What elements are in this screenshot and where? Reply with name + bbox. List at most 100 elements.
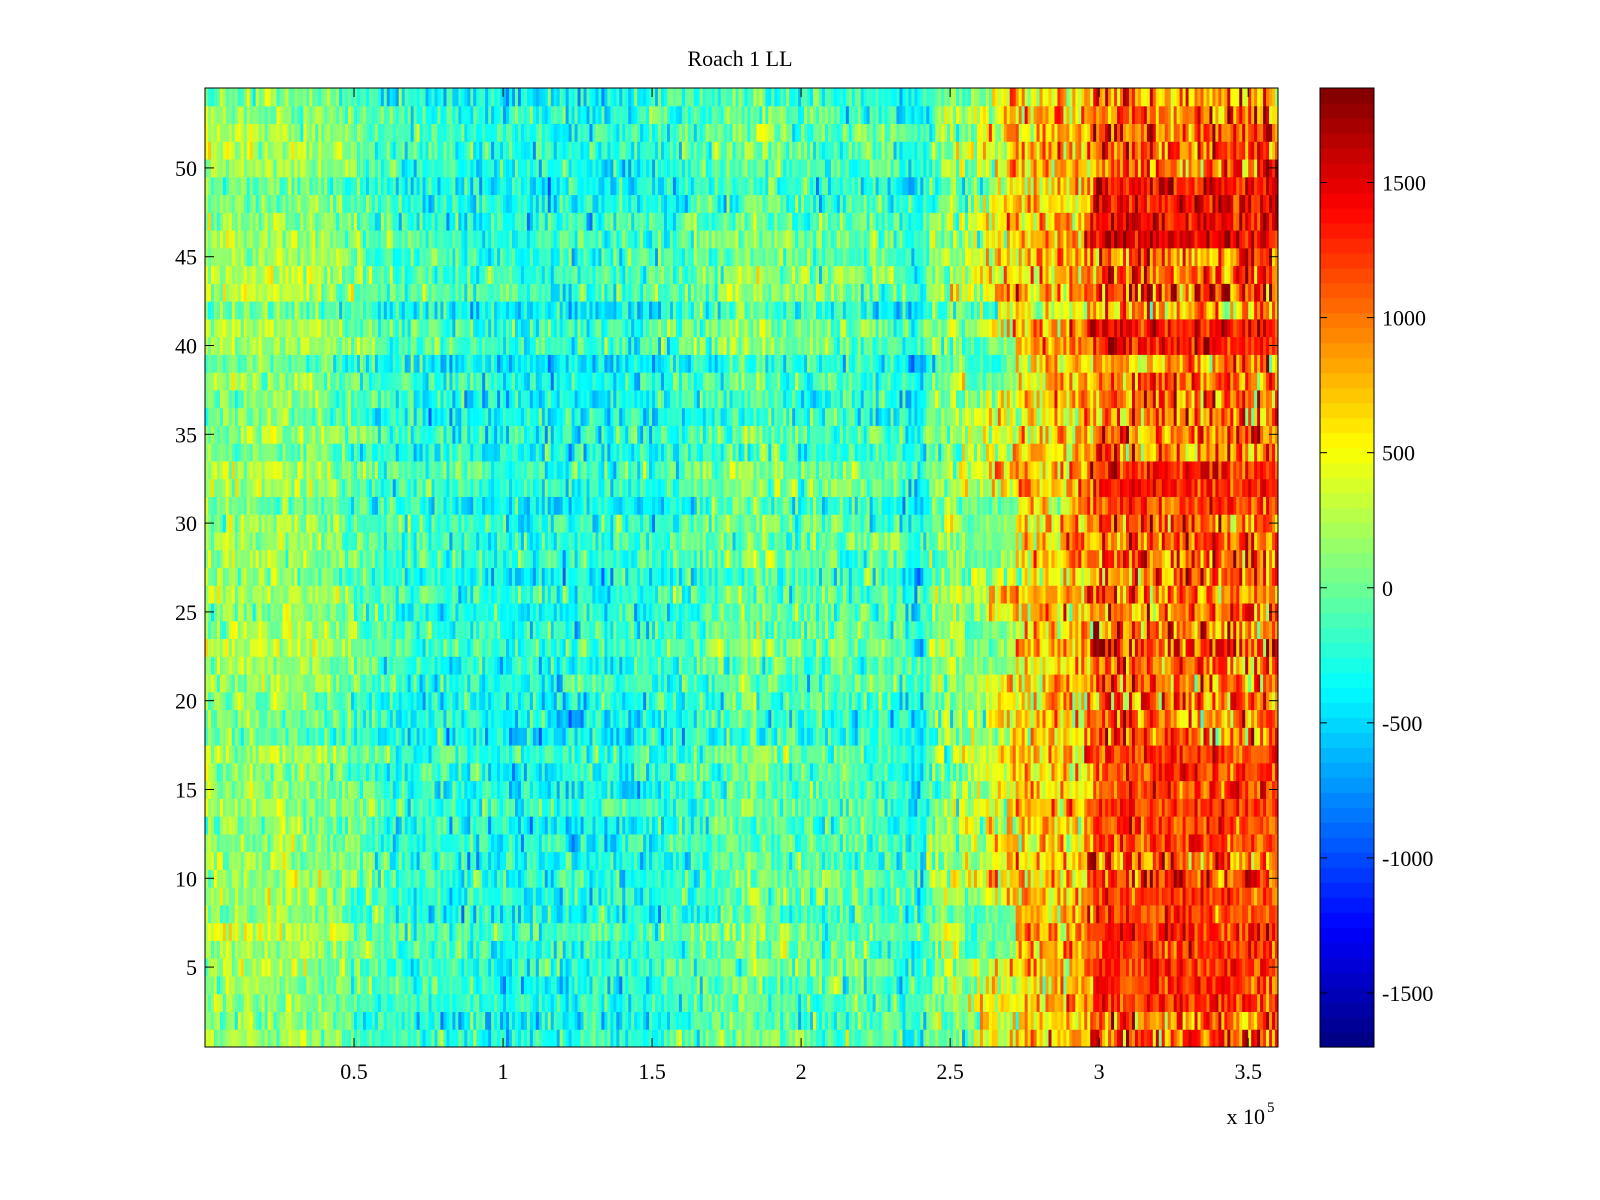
heatmap-cell xyxy=(959,887,963,906)
heatmap-cell xyxy=(354,940,358,959)
heatmap-cell xyxy=(890,851,895,870)
heatmap-cell xyxy=(816,940,820,959)
heatmap-cell xyxy=(1087,816,1091,835)
heatmap-cell xyxy=(681,887,686,906)
heatmap-cell xyxy=(798,887,802,906)
heatmap-cell xyxy=(836,922,841,941)
heatmap-cell xyxy=(333,833,337,853)
heatmap-cell xyxy=(213,869,218,888)
heatmap-cell xyxy=(374,833,379,853)
heatmap-cell xyxy=(875,940,880,959)
heatmap-cell xyxy=(205,904,209,924)
heatmap-cell xyxy=(702,851,707,870)
heatmap-cell xyxy=(216,904,221,924)
heatmap-cell xyxy=(1102,816,1106,835)
heatmap-cell xyxy=(1057,851,1061,870)
heatmap-cell xyxy=(616,833,620,853)
heatmap-cell xyxy=(1048,833,1052,853)
heatmap-cell xyxy=(604,958,608,977)
heatmap-cell xyxy=(1075,869,1079,888)
heatmap-cell xyxy=(1188,816,1193,835)
heatmap-cell xyxy=(1185,940,1190,959)
heatmap-cell xyxy=(580,798,585,817)
heatmap-cell xyxy=(908,1011,912,1030)
heatmap-cell xyxy=(1060,816,1064,835)
heatmap-cell xyxy=(893,975,897,995)
heatmap-cell xyxy=(267,993,272,1012)
heatmap-cell xyxy=(720,904,725,924)
heatmap-cell xyxy=(586,975,590,995)
heatmap-cell xyxy=(386,940,391,959)
heatmap-cell xyxy=(1236,833,1240,853)
heatmap-cell xyxy=(1236,975,1240,995)
heatmap-cell xyxy=(759,904,763,924)
heatmap-cell xyxy=(398,887,403,906)
heatmap-cell xyxy=(672,798,677,817)
heatmap-cell xyxy=(1242,1029,1246,1047)
heatmap-cell xyxy=(1137,1029,1142,1047)
heatmap-cell xyxy=(330,798,334,817)
heatmap-cell xyxy=(687,958,692,977)
heatmap-cell xyxy=(1176,904,1181,924)
heatmap-cell xyxy=(419,798,424,817)
heatmap-cell xyxy=(461,958,465,977)
heatmap-cell xyxy=(956,975,960,995)
heatmap-cell xyxy=(792,798,796,817)
heatmap-cell xyxy=(476,816,480,835)
heatmap-cell xyxy=(240,833,245,853)
heatmap-cell xyxy=(652,833,656,853)
heatmap-cell xyxy=(821,922,826,941)
heatmap-cell xyxy=(240,851,245,870)
heatmap-cell xyxy=(583,958,588,977)
heatmap-cell xyxy=(604,816,608,835)
heatmap-cell xyxy=(649,1011,653,1030)
heatmap-cell xyxy=(1146,940,1151,959)
heatmap-cell xyxy=(374,869,379,888)
heatmap-cell xyxy=(541,993,546,1012)
heatmap-cell xyxy=(252,975,257,995)
heatmap-cell xyxy=(994,958,999,977)
heatmap-cell xyxy=(720,851,725,870)
heatmap-cell xyxy=(1125,887,1130,906)
heatmap-cell xyxy=(848,833,853,853)
heatmap-cell xyxy=(368,993,373,1012)
heatmap-cell xyxy=(368,833,373,853)
heatmap-cell xyxy=(857,1011,862,1030)
heatmap-cell xyxy=(941,958,945,977)
heatmap-cell xyxy=(708,833,713,853)
heatmap-cell xyxy=(529,1029,534,1047)
heatmap-cell xyxy=(976,1029,981,1047)
heatmap-cell xyxy=(899,798,903,817)
heatmap-cell xyxy=(443,1011,447,1030)
heatmap-cell xyxy=(377,1029,382,1047)
heatmap-cell xyxy=(207,1029,212,1047)
heatmap-cell xyxy=(905,833,909,853)
heatmap-cell xyxy=(842,887,847,906)
heatmap-cell xyxy=(789,958,793,977)
heatmap-cell xyxy=(678,940,683,959)
heatmap-cell xyxy=(1042,958,1047,977)
heatmap-cell xyxy=(506,816,510,835)
heatmap-cell xyxy=(455,887,459,906)
heatmap-cell xyxy=(902,851,906,870)
heatmap-cell xyxy=(288,816,292,835)
heatmap-cell xyxy=(982,958,987,977)
heatmap-cell xyxy=(705,940,710,959)
heatmap-cell xyxy=(1167,1011,1172,1030)
heatmap-cell xyxy=(1128,940,1133,959)
heatmap-cell xyxy=(875,922,880,941)
heatmap-cell xyxy=(452,833,456,853)
heatmap-cell xyxy=(595,816,599,835)
heatmap-cell xyxy=(413,851,418,870)
heatmap-cell xyxy=(616,869,620,888)
heatmap-cell xyxy=(1105,816,1109,835)
heatmap-cell xyxy=(210,975,215,995)
heatmap-cell xyxy=(1149,833,1154,853)
heatmap-cell xyxy=(1045,993,1049,1012)
heatmap-cell xyxy=(738,887,742,906)
heatmap-cell xyxy=(416,993,421,1012)
heatmap-cell xyxy=(926,887,930,906)
heatmap-cell xyxy=(509,940,513,959)
heatmap-cell xyxy=(878,833,883,853)
heatmap-cell xyxy=(267,958,272,977)
